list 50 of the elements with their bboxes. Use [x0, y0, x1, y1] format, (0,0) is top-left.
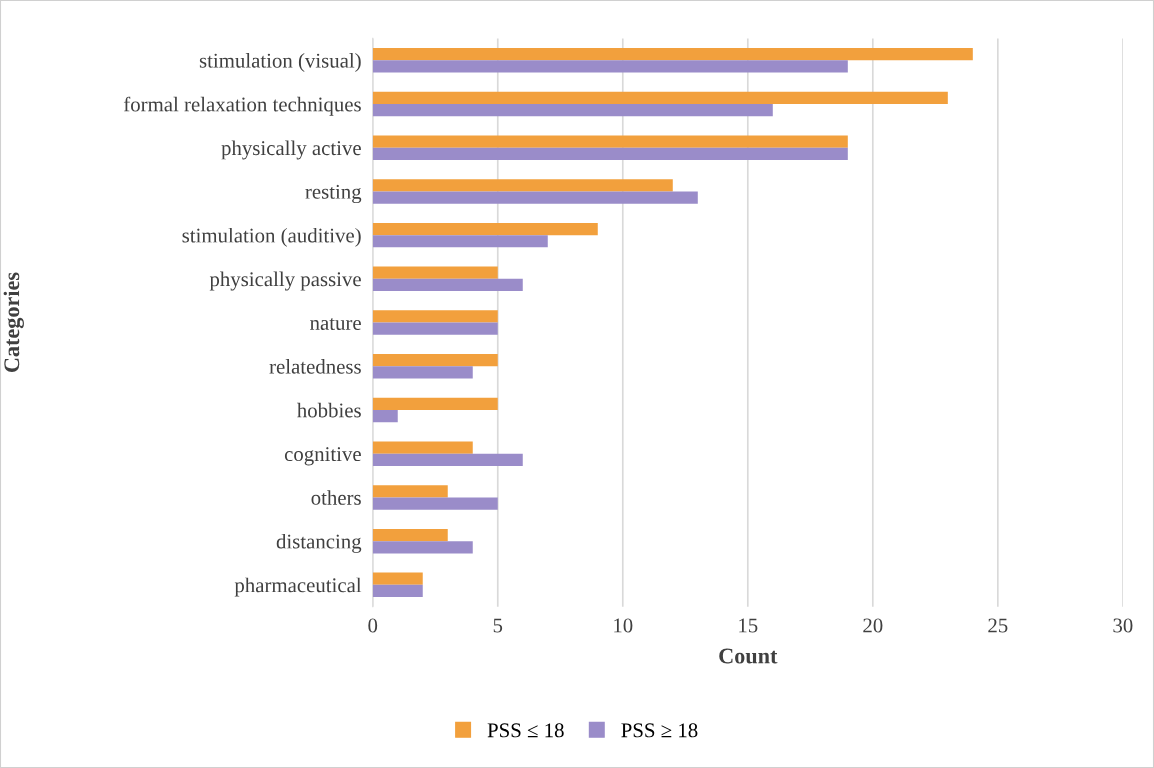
y-tick-label: hobbies [297, 402, 361, 418]
x-tick-label: 0 [368, 618, 378, 633]
x-tick-label: 5 [493, 618, 503, 633]
y-tick-label: stimulation (visual) [199, 53, 361, 72]
y-tick-label: distancing [276, 533, 362, 553]
x-tick-label: 30 [1113, 618, 1133, 633]
bar [372, 541, 473, 554]
y-tick-label: nature [310, 318, 361, 330]
bar [372, 147, 848, 160]
bar [372, 528, 448, 542]
x-tick-label: 15 [739, 618, 758, 633]
bar [372, 103, 773, 117]
bar [372, 453, 523, 466]
y-tick-label: others [311, 490, 361, 505]
bar [372, 266, 498, 279]
y-tick-label: cognitive [284, 447, 361, 466]
bar [372, 572, 423, 585]
bar [372, 179, 673, 192]
x-axis-title: Count [719, 648, 778, 664]
bar [372, 354, 498, 367]
bar [372, 48, 973, 61]
bar [372, 584, 423, 598]
y-tick-label: physically passive [209, 271, 361, 291]
y-tick-label: formal relaxation techniques [123, 96, 361, 116]
y-tick-label: resting [305, 184, 362, 204]
y-tick-label: relatedness [269, 359, 361, 374]
x-tick-label: 25 [988, 618, 1008, 633]
y-tick-label: stimulation (auditive) [182, 227, 361, 247]
legend-label: PSS ≤ 18 [487, 723, 564, 738]
legend-label: PSS ≥ 18 [621, 723, 698, 738]
x-tick-label: 20 [863, 618, 883, 633]
bar [372, 441, 473, 454]
bar [372, 222, 598, 236]
bar [372, 91, 948, 104]
y-axis-title: Categories [3, 272, 24, 373]
bar [372, 322, 498, 335]
bar [372, 497, 498, 510]
bar [372, 310, 498, 323]
bar [372, 235, 548, 248]
bar [372, 397, 498, 410]
x-tick-label: 10 [614, 618, 633, 633]
bar [372, 409, 398, 423]
bar [372, 135, 848, 148]
bar [372, 60, 848, 73]
y-tick-label: physically active [221, 140, 361, 160]
bar [372, 191, 698, 204]
bar [372, 366, 473, 379]
y-tick-label: pharmaceutical [234, 577, 362, 597]
bar [372, 485, 448, 498]
bar [372, 278, 523, 292]
